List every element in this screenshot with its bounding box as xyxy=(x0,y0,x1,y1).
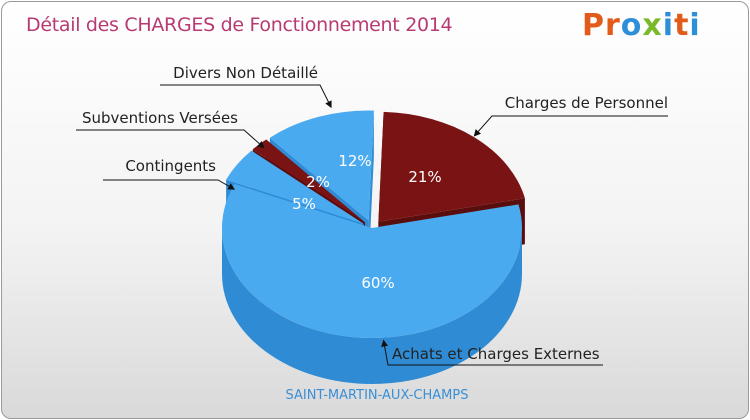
callout-label: Divers Non Détaillé xyxy=(173,64,318,82)
slice-percent-label: 21% xyxy=(408,168,441,186)
slice-subventions-vers-es xyxy=(252,139,365,223)
pie-slices xyxy=(222,110,525,338)
callout-leader-line xyxy=(381,339,603,366)
slice-percent-label: 60% xyxy=(361,274,394,292)
slice-charges-de-personnel xyxy=(378,111,525,222)
callout-label: Contingents xyxy=(125,157,216,175)
slice-contingents xyxy=(226,150,364,224)
slice-percent-label: 12% xyxy=(338,152,371,170)
slice-percent-label: 5% xyxy=(292,195,316,213)
slice-divers-non-d-taill- xyxy=(269,110,374,221)
slice-achats-et-charges-externes xyxy=(222,183,522,338)
logo-letter: i xyxy=(662,8,675,43)
callout-labels: Charges de Personnel Achats et Charges Ex… xyxy=(76,64,668,366)
callout-leader-line xyxy=(103,179,236,190)
callout-label: Charges de Personnel xyxy=(505,94,668,112)
proxiti-logo[interactable]: Proxiti xyxy=(582,8,701,43)
logo-letter: i xyxy=(689,8,701,43)
callout-leader-line xyxy=(76,129,265,149)
percent-labels: 21% 60% 5% 2% 12% xyxy=(292,152,442,292)
logo-letter: t xyxy=(674,8,690,43)
logo-letter: P xyxy=(582,8,605,43)
slice-percent-label: 2% xyxy=(306,173,330,191)
logo-letter: r xyxy=(605,8,621,43)
location-label: SAINT-MARTIN-AUX-CHAMPS xyxy=(285,388,469,403)
callout-leader-line xyxy=(473,115,668,137)
callout-label: Achats et Charges Externes xyxy=(392,345,600,363)
callout-label: Subventions Versées xyxy=(82,109,238,127)
logo-letter: x xyxy=(642,8,663,43)
callout-leader-line xyxy=(160,84,332,109)
page-title: Détail des CHARGES de Fonctionnement 201… xyxy=(26,14,453,36)
logo-letter: o xyxy=(620,8,643,43)
slice-side xyxy=(222,228,522,384)
